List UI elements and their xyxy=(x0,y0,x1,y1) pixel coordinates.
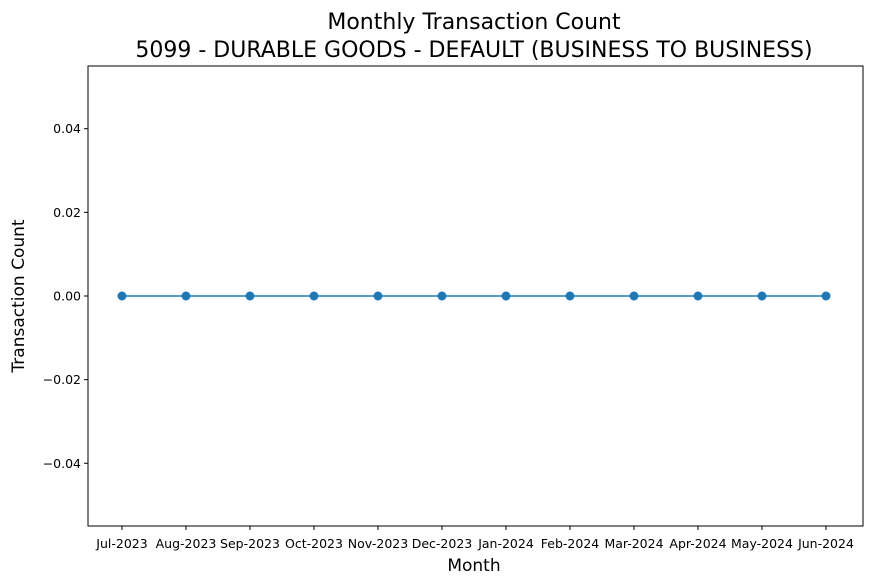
x-tick-label: Feb-2024 xyxy=(541,536,600,551)
x-tick-label: Jul-2023 xyxy=(95,536,147,551)
y-tick-label: −0.04 xyxy=(43,456,81,471)
series-group xyxy=(117,291,831,301)
data-point xyxy=(629,291,639,301)
x-tick-label: Aug-2023 xyxy=(156,536,217,551)
x-tick-label: Dec-2023 xyxy=(412,536,473,551)
y-tick-label: −0.02 xyxy=(43,372,81,387)
data-point xyxy=(245,291,255,301)
chart-subtitle: 5099 - DURABLE GOODS - DEFAULT (BUSINESS… xyxy=(135,38,812,63)
x-tick-label: Sep-2023 xyxy=(220,536,280,551)
data-point xyxy=(821,291,831,301)
x-tick-label: Oct-2023 xyxy=(285,536,343,551)
y-axis-label: Transaction Count xyxy=(9,219,29,373)
x-tick-label: Jan-2024 xyxy=(477,536,534,551)
chart-title: Monthly Transaction Count xyxy=(327,10,621,35)
data-point xyxy=(373,291,383,301)
x-tick-label: Apr-2024 xyxy=(669,536,726,551)
y-tick-label: 0.00 xyxy=(53,289,81,304)
data-point xyxy=(309,291,319,301)
x-tick-label: Jun-2024 xyxy=(797,536,854,551)
data-point xyxy=(437,291,447,301)
data-point xyxy=(693,291,703,301)
x-tick-label: May-2024 xyxy=(731,536,793,551)
x-axis-label: Month xyxy=(447,556,500,576)
y-axis-ticks: −0.04 −0.02 0.00 0.02 0.04 xyxy=(43,121,88,471)
data-point xyxy=(757,291,767,301)
x-tick-label: Mar-2024 xyxy=(604,536,663,551)
data-point xyxy=(501,291,511,301)
x-tick-label: Nov-2023 xyxy=(348,536,408,551)
data-point xyxy=(565,291,575,301)
data-point xyxy=(181,291,191,301)
data-point xyxy=(117,291,127,301)
y-tick-label: 0.04 xyxy=(53,121,81,136)
y-tick-label: 0.02 xyxy=(53,205,81,220)
x-axis-ticks: Jul-2023 Aug-2023 Sep-2023 Oct-2023 Nov-2023… xyxy=(95,526,854,551)
